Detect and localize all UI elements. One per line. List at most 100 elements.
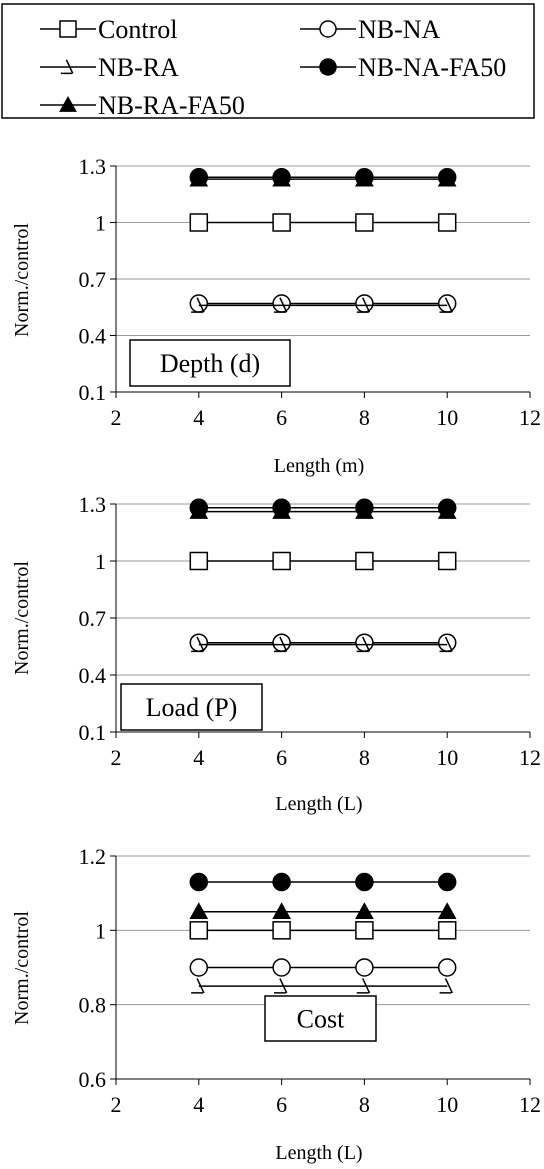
data-point-control (355, 213, 374, 232)
y-tick-label: 0.8 (79, 993, 107, 1018)
data-point-nb-na-fa50 (272, 498, 291, 518)
legend-marker-circle-filled-icon (319, 58, 337, 76)
annotation-box (120, 683, 263, 731)
series-nb-ra (191, 978, 453, 994)
data-point-nb-ra (356, 297, 371, 313)
data-point-nb-ra (356, 636, 371, 653)
data-point-control (189, 213, 209, 232)
legend-label: NB-NA-FA50 (358, 53, 506, 82)
data-point-nb-na (355, 958, 374, 977)
data-point-nb-na (437, 958, 457, 977)
legend-marker-circle-open-icon (319, 20, 337, 38)
x-tick-label: 10 (436, 405, 458, 430)
x-tick-label: 4 (193, 1092, 204, 1117)
y-tick-label: 1.3 (79, 492, 107, 517)
data-point-nb-ra (191, 636, 205, 653)
data-point-control (272, 213, 291, 232)
data-point-nb-na-fa50 (355, 872, 374, 892)
data-point-control (437, 213, 457, 232)
data-point-nb-na (437, 294, 457, 313)
data-point-nb-na-fa50 (189, 872, 209, 892)
data-point-control (272, 921, 291, 940)
legend-frame (1, 3, 535, 119)
x-axis-label: Length (L) (275, 1142, 362, 1164)
legend-entry-control: Control (40, 15, 177, 44)
data-point-nb-ra (439, 978, 453, 994)
y-tick-label: 0.1 (79, 380, 107, 405)
data-point-nb-na-fa50 (272, 168, 291, 187)
y-tick-label: 0.4 (79, 324, 107, 349)
data-point-nb-ra (273, 978, 288, 994)
legend-label: NB-NA (358, 15, 441, 44)
x-axis-label: Length (L) (275, 793, 362, 815)
data-point-control (189, 921, 209, 940)
annotation-label: Load (P) (146, 693, 238, 722)
x-tick-label: 6 (276, 405, 287, 430)
y-tick-label: 0.7 (79, 606, 107, 631)
data-point-nb-ra (439, 297, 453, 313)
x-tick-label: 8 (359, 405, 370, 430)
y-tick-label: 1 (95, 211, 106, 236)
x-tick-label: 8 (359, 1092, 370, 1117)
series-control (189, 921, 457, 940)
annotation-label: Depth (d) (160, 349, 260, 378)
data-point-nb-na (272, 633, 291, 652)
series-nb-ra (191, 297, 453, 313)
data-point-control (355, 551, 374, 571)
data-point-nb-ra-fa50 (437, 902, 457, 920)
x-tick-label: 4 (193, 405, 204, 430)
series-nb-ra-fa50 (189, 902, 457, 920)
legend: Control NB-NA NB-RA NB-NA-FA50 NB-RA-FA50 (1, 3, 535, 120)
series-nb-na-fa50 (189, 872, 457, 892)
data-point-control (437, 551, 457, 571)
data-point-nb-na-fa50 (437, 498, 457, 518)
series-nb-na (189, 294, 457, 313)
data-point-nb-na-fa50 (272, 872, 291, 892)
y-tick-label: 0.4 (79, 663, 107, 688)
y-tick-label: 0.1 (79, 720, 107, 745)
y-tick-label: 1 (95, 549, 106, 574)
series-nb-ra (191, 636, 453, 653)
series-nb-ra-fa50 (189, 169, 457, 187)
data-point-control (189, 551, 209, 571)
chart-panel-1: 0.1 0.4 0.7 1 1.3 2 4 6 8 10 12 Length (m) Norm./con… (11, 154, 541, 477)
data-point-nb-ra (191, 978, 205, 994)
y-axis-label: Norm./control (11, 561, 33, 675)
data-point-control (272, 551, 291, 571)
y-axis-label: Norm./control (11, 911, 33, 1025)
x-tick-label: 4 (193, 745, 204, 770)
legend-marker-square-open-icon (59, 20, 77, 38)
legend-entry-nb-ra: NB-RA (40, 53, 179, 82)
legend-label: NB-RA (98, 53, 179, 82)
annotation-box (264, 995, 377, 1042)
data-point-nb-na (272, 294, 291, 313)
x-tick-label: 12 (519, 405, 541, 430)
data-point-control (355, 921, 374, 940)
y-tick-label: 1.2 (79, 844, 107, 869)
y-tick-label: 0.7 (79, 267, 107, 292)
legend-marker-triangle-filled-icon (59, 95, 77, 112)
data-point-nb-ra (191, 297, 205, 313)
chart-panel-3: 0.6 0.8 1 1.2 2 4 6 8 10 12 Length (L) Norm./contro… (11, 844, 541, 1164)
series-nb-na-fa50 (189, 498, 457, 518)
data-point-nb-ra-fa50 (189, 902, 209, 920)
series-control (189, 551, 457, 571)
data-point-nb-na-fa50 (437, 168, 457, 187)
data-point-nb-na-fa50 (355, 498, 374, 518)
x-tick-label: 12 (519, 1092, 541, 1117)
y-tick-label: 0.6 (79, 1067, 107, 1092)
data-point-nb-na (189, 958, 209, 977)
x-tick-label: 12 (519, 745, 541, 770)
legend-label: Control (98, 15, 177, 44)
data-point-nb-na (272, 958, 291, 977)
series-control (189, 213, 457, 232)
y-tick-label: 1.3 (79, 154, 107, 179)
data-point-nb-ra (273, 297, 288, 313)
data-point-nb-ra-fa50 (272, 902, 291, 920)
data-point-nb-ra (356, 978, 371, 994)
x-tick-label: 2 (111, 405, 122, 430)
annotation-box (129, 339, 291, 387)
data-point-nb-na (355, 633, 374, 652)
data-point-control (437, 921, 457, 940)
data-point-nb-na-fa50 (189, 168, 209, 187)
